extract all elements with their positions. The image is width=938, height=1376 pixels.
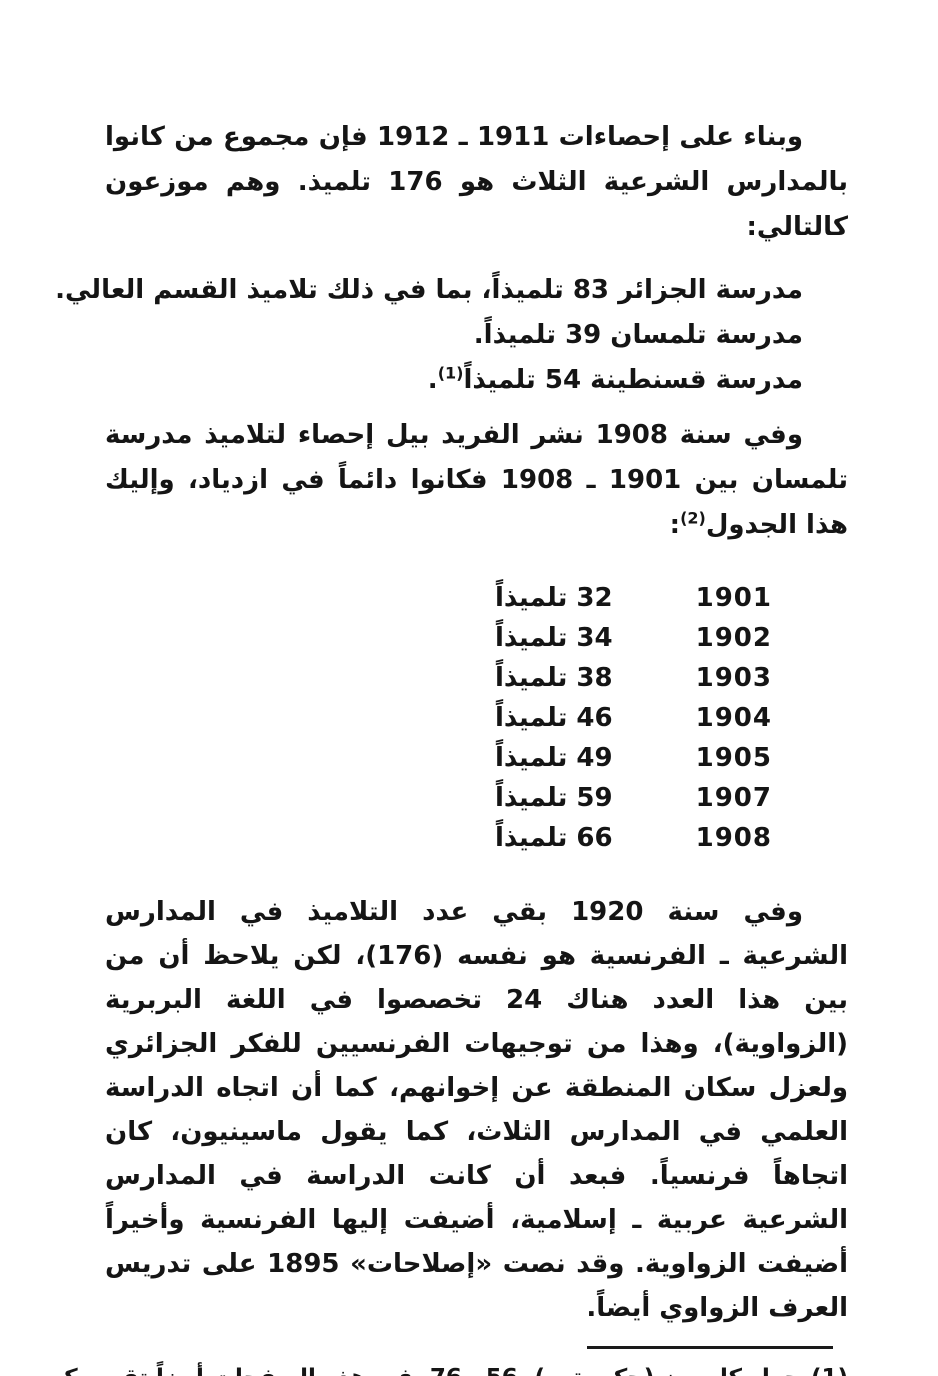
footnote-ref-1: (1) — [437, 363, 464, 383]
table-cell-year: 1908 — [695, 823, 772, 853]
table-row: 1902 34 تلميذاً — [495, 618, 772, 658]
school-line-constantine: مدرسة قسنطينة 54 تلميذاً(1). — [105, 358, 848, 403]
table-row: 1907 59 تلميذاً — [495, 778, 772, 818]
footnote-1-marker: (1) — [811, 1365, 848, 1376]
table-row: 1903 38 تلميذاً — [495, 658, 772, 698]
paragraph-bel-census-text: وفي سنة 1908 نشر الفريد بيل إحصاء لتلامي… — [105, 420, 848, 540]
students-by-year-table: 1901 32 تلميذاً 1902 34 تلميذاً 1903 38 … — [495, 578, 772, 858]
footnote-ref-2: (2) — [680, 508, 706, 528]
table-cell-year: 1907 — [695, 783, 772, 813]
paragraph-statistics-1911-1912: وبناء على إحصاءات 1911 ـ 1912 فإن مجموع … — [105, 122, 848, 242]
paragraph-bel-census-colon: : — [669, 510, 681, 540]
footnote-1-text: جول كامبون (حكومة...)، 56 ـ 76. في هذه ا… — [0, 1365, 801, 1376]
table-cell-count: 59 تلميذاً — [495, 783, 613, 813]
footnote-separator-rule — [587, 1346, 833, 1349]
table-cell-year: 1901 — [695, 583, 772, 613]
paragraph-1920-analysis: وفي سنة 1920 بقي عدد التلاميذ في المدارس… — [105, 897, 848, 1323]
school-line-constantine-text: مدرسة قسنطينة 54 تلميذاً — [463, 365, 803, 395]
table-cell-count: 32 تلميذاً — [495, 583, 613, 613]
table-cell-count: 49 تلميذاً — [495, 743, 613, 773]
school-line-constantine-period: . — [427, 365, 438, 395]
table-cell-year: 1904 — [695, 703, 772, 733]
footnote-1-line-1: (1) جول كامبون (حكومة...)، 56 ـ 76. في هذ… — [0, 1359, 848, 1376]
school-line-algiers: مدرسة الجزائر 83 تلميذاً، بما في ذلك تلا… — [55, 275, 803, 305]
school-distribution-list: مدرسة الجزائر 83 تلميذاً، بما في ذلك تلا… — [55, 268, 848, 403]
table-cell-count: 38 تلميذاً — [495, 663, 613, 693]
table-row: 1908 66 تلميذاً — [495, 818, 772, 858]
table-row: 1901 32 تلميذاً — [495, 578, 772, 618]
table-cell-count: 34 تلميذاً — [495, 623, 613, 653]
table-cell-year: 1905 — [695, 743, 772, 773]
table-cell-count: 66 تلميذاً — [495, 823, 613, 853]
table-row: 1904 46 تلميذاً — [495, 698, 772, 738]
table-row: 1905 49 تلميذاً — [495, 738, 772, 778]
paragraph-bel-census: وفي سنة 1908 نشر الفريد بيل إحصاء لتلامي… — [105, 413, 848, 548]
footnotes-section: (1) جول كامبون (حكومة...)، 56 ـ 76. في هذ… — [0, 1359, 848, 1376]
table-cell-year: 1902 — [695, 623, 772, 653]
table-cell-count: 46 تلميذاً — [495, 703, 613, 733]
table-cell-year: 1903 — [695, 663, 772, 693]
school-line-tlemcen: مدرسة تلمسان 39 تلميذاً. — [473, 320, 803, 350]
